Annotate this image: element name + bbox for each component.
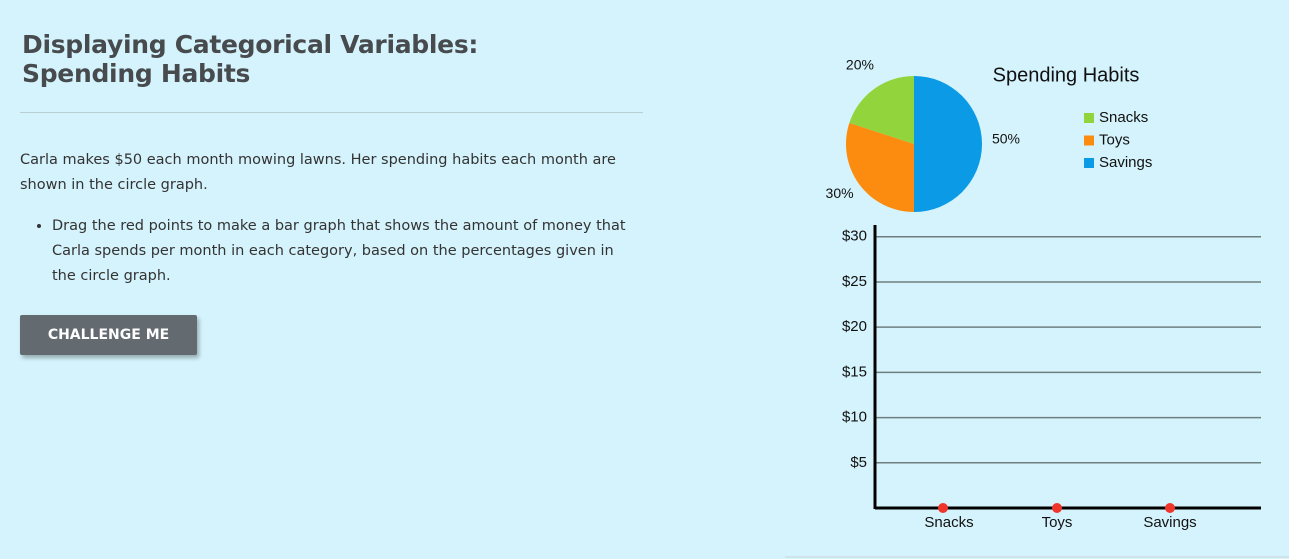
pie-title: Spending Habits bbox=[993, 64, 1140, 86]
y-tick-label: $15 bbox=[842, 363, 867, 380]
x-tick-label: Savings bbox=[1143, 514, 1196, 531]
y-tick-label: $25 bbox=[842, 273, 867, 290]
legend-label: Snacks bbox=[1099, 109, 1148, 126]
divider bbox=[20, 112, 643, 113]
page-title: Displaying Categorical Variables: Spendi… bbox=[22, 30, 479, 88]
challenge-button[interactable]: CHALLENGE ME bbox=[20, 315, 197, 355]
pie-slice bbox=[914, 76, 982, 212]
pie-label: 50% bbox=[992, 131, 1020, 147]
legend-swatch bbox=[1084, 113, 1094, 123]
y-tick-label: $10 bbox=[842, 409, 867, 426]
pie-label: 20% bbox=[846, 56, 874, 72]
pie-slice bbox=[846, 122, 914, 212]
drag-point[interactable] bbox=[1165, 503, 1175, 513]
drag-point[interactable] bbox=[1052, 503, 1062, 513]
legend-label: Toys bbox=[1099, 131, 1130, 148]
x-tick-label: Snacks bbox=[924, 514, 973, 531]
pie-slice bbox=[849, 76, 914, 144]
instruction: Drag the red points to make a bar graph … bbox=[52, 214, 630, 289]
y-tick-label: $5 bbox=[850, 454, 867, 471]
y-tick-label: $20 bbox=[842, 318, 867, 335]
instructions: Drag the red points to make a bar graph … bbox=[20, 214, 630, 289]
legend-swatch bbox=[1084, 135, 1094, 146]
x-tick-label: Toys bbox=[1042, 514, 1073, 531]
y-tick-label: $30 bbox=[842, 228, 867, 245]
legend-swatch bbox=[1084, 158, 1094, 168]
intro-text: Carla makes $50 each month mowing lawns.… bbox=[20, 152, 616, 193]
drag-point[interactable] bbox=[938, 503, 948, 513]
pie-label: 30% bbox=[826, 185, 854, 201]
legend-label: Savings bbox=[1099, 154, 1152, 171]
